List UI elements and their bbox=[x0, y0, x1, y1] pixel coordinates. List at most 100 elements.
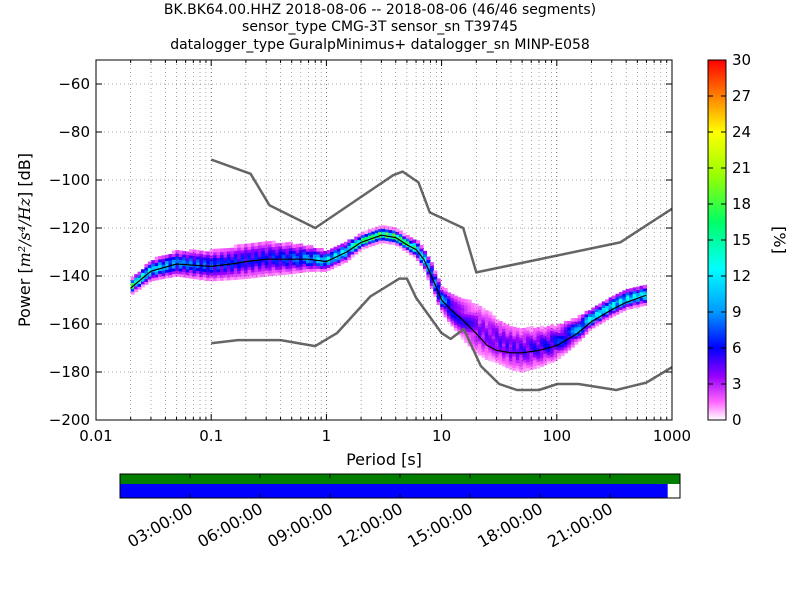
pdf-cell bbox=[546, 354, 551, 359]
pdf-cell bbox=[539, 337, 544, 341]
pdf-cell bbox=[275, 248, 280, 253]
pdf-cell bbox=[457, 325, 462, 330]
pdf-cell bbox=[464, 325, 469, 329]
pdf-cell bbox=[488, 325, 493, 330]
pdf-cell bbox=[560, 335, 565, 339]
pdf-cell bbox=[522, 356, 527, 361]
pdf-cell bbox=[144, 275, 149, 280]
pdf-cell bbox=[247, 263, 252, 268]
pdf-cell bbox=[419, 259, 424, 263]
pdf-cell bbox=[594, 305, 599, 310]
pdf-cell bbox=[230, 256, 235, 260]
pdf-cell bbox=[223, 259, 228, 264]
pdf-cell bbox=[625, 303, 630, 307]
pdf-cell bbox=[471, 317, 476, 322]
pdf-cell bbox=[474, 344, 479, 348]
pdf-cell bbox=[388, 232, 393, 236]
pdf-cell bbox=[140, 277, 146, 282]
pdf-cell bbox=[484, 356, 489, 361]
pdf-cell bbox=[402, 247, 407, 251]
pdf-cell bbox=[192, 269, 197, 274]
pdf-cell bbox=[371, 227, 376, 232]
pdf-cell bbox=[491, 326, 496, 331]
pdf-cell bbox=[240, 244, 245, 248]
pdf-cell bbox=[546, 337, 551, 341]
pdf-cell bbox=[443, 296, 448, 301]
pdf-cell bbox=[591, 310, 596, 315]
pdf-cell bbox=[550, 356, 555, 360]
pdf-cell bbox=[244, 249, 249, 254]
pdf-cell bbox=[563, 323, 568, 328]
pdf-cell bbox=[405, 246, 410, 251]
pdf-cell bbox=[381, 231, 386, 235]
pdf-cell bbox=[220, 259, 225, 264]
pdf-cell bbox=[178, 264, 183, 269]
pdf-cell bbox=[457, 317, 462, 321]
pdf-cell bbox=[550, 350, 555, 354]
pdf-cell bbox=[440, 297, 445, 302]
pdf-cell bbox=[196, 273, 201, 277]
pdf-cell bbox=[426, 256, 431, 261]
pdf-cell bbox=[367, 234, 372, 239]
pdf-cell bbox=[402, 232, 407, 237]
pdf-cell bbox=[553, 357, 558, 362]
pdf-cell bbox=[137, 286, 142, 290]
pdf-cell bbox=[560, 329, 565, 334]
pdf-cell bbox=[488, 311, 493, 316]
pdf-cell bbox=[553, 343, 558, 347]
pdf-cell bbox=[529, 352, 534, 356]
pdf-cell bbox=[151, 277, 156, 282]
pdf-cell bbox=[189, 252, 194, 256]
pdf-cell bbox=[471, 343, 476, 348]
pdf-cell bbox=[165, 269, 170, 273]
pdf-cell bbox=[643, 299, 648, 303]
pdf-cell bbox=[268, 249, 273, 254]
pdf-cell bbox=[271, 266, 276, 271]
pdf-cell bbox=[354, 239, 359, 243]
pdf-cell bbox=[367, 240, 372, 245]
pdf-cell bbox=[467, 319, 472, 324]
pdf-cell bbox=[206, 257, 211, 261]
pdf-cell bbox=[471, 308, 476, 313]
pdf-cell bbox=[261, 256, 266, 260]
pdf-cell bbox=[288, 259, 293, 263]
pdf-cell bbox=[347, 250, 352, 255]
pdf-cell bbox=[512, 329, 517, 334]
pdf-cell bbox=[464, 327, 469, 332]
pdf-cell bbox=[264, 264, 269, 268]
pdf-cell bbox=[226, 256, 231, 261]
pdf-cell bbox=[512, 364, 517, 368]
pdf-cell bbox=[381, 228, 386, 232]
pdf-cell bbox=[309, 259, 314, 264]
pdf-cell bbox=[357, 236, 362, 241]
pdf-cell bbox=[182, 251, 187, 255]
pdf-cell bbox=[264, 252, 269, 257]
pdf-cell bbox=[330, 248, 335, 252]
pdf-cell bbox=[226, 253, 231, 258]
pdf-cell bbox=[481, 334, 486, 338]
pdf-cell bbox=[292, 255, 297, 260]
pdf-cell bbox=[178, 253, 183, 258]
pdf-cell bbox=[477, 328, 482, 333]
pdf-cell bbox=[502, 360, 507, 364]
pdf-cell bbox=[367, 232, 372, 236]
pdf-cell bbox=[594, 319, 599, 324]
pdf-cell bbox=[498, 358, 503, 362]
pdf-cell bbox=[199, 270, 204, 275]
pdf-cell bbox=[147, 264, 152, 268]
pdf-cell bbox=[268, 252, 273, 257]
pdf-cell bbox=[429, 265, 434, 269]
pdf-cell bbox=[220, 265, 225, 270]
pdf-cell bbox=[247, 246, 252, 250]
pdf-cell bbox=[532, 365, 538, 370]
pdf-cell bbox=[539, 331, 544, 336]
pdf-cell bbox=[512, 361, 517, 366]
pdf-cell bbox=[264, 249, 269, 254]
pdf-cell bbox=[206, 262, 211, 267]
pdf-cell bbox=[433, 270, 438, 274]
pdf-cell bbox=[412, 242, 417, 246]
pdf-cell bbox=[502, 334, 507, 338]
pdf-cell bbox=[457, 323, 462, 327]
pdf-cell bbox=[178, 259, 183, 263]
pdf-cell bbox=[254, 271, 259, 275]
